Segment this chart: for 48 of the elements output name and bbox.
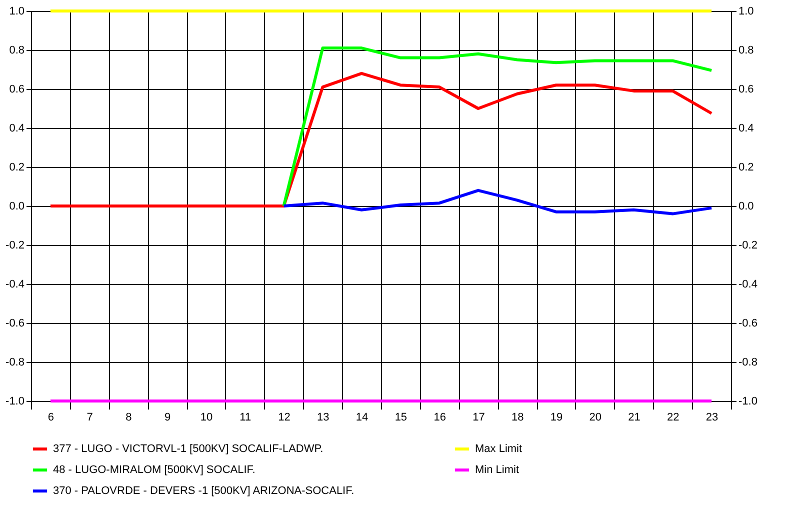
y-tick-label: 0.4	[9, 122, 24, 134]
x-tick-label: 18	[511, 412, 524, 424]
y-tick-label: -0.6	[6, 318, 24, 330]
x-tick-label: 17	[472, 412, 485, 424]
y-tick-label: 0.8	[9, 44, 24, 56]
legend-label: Max Limit	[475, 443, 522, 455]
y2-tick-label: 0.0	[738, 200, 754, 212]
x-tick-label: 8	[126, 412, 132, 424]
x-tick-label: 12	[278, 412, 290, 424]
x-tick-label: 6	[48, 412, 54, 424]
y-tick-label: 0.6	[9, 84, 24, 96]
x-tick-label: 15	[394, 412, 408, 424]
line-series	[282, 46, 714, 208]
y-tick-label: 0.0	[9, 200, 24, 212]
x-tick-label: 22	[667, 412, 680, 424]
legend-label: 48 - LUGO-MIRALOM [500KV] SOCALIF.	[53, 464, 256, 476]
x-tick-label: 7	[86, 412, 93, 424]
y2-tick-label: -0.4	[738, 278, 758, 290]
x-tick-label: 11	[240, 412, 252, 424]
y-tick-label: -0.4	[6, 278, 24, 290]
y2-tick-label: 0.8	[738, 44, 754, 56]
y2-tick-label: -1.0	[738, 396, 758, 408]
y-tick-label: -0.2	[6, 240, 24, 252]
y2-tick-label: 1.0	[738, 6, 754, 18]
y2-tick-label: -0.8	[738, 356, 758, 368]
x-tick-label: 9	[164, 412, 171, 424]
y2-tick-label: 0.6	[738, 84, 754, 96]
line-series	[282, 188, 714, 216]
x-tick-label: 21	[628, 412, 640, 424]
legend-label: 377 - LUGO - VICTORVL-1 [500KV] SOCALIF-LADWP.	[53, 443, 324, 455]
y2-tick-label: 0.2	[738, 162, 754, 174]
y-tick-label: -1.0	[6, 396, 24, 408]
y-tick-label: 1.0	[9, 6, 24, 18]
legend-label: Min Limit	[475, 464, 520, 476]
line-series	[48, 72, 714, 208]
x-tick-label: 20	[589, 412, 602, 424]
x-tick-label: 13	[317, 412, 330, 424]
x-tick-label: 16	[434, 412, 446, 424]
y2-tick-label: -0.2	[738, 240, 758, 252]
x-tick-label: 23	[706, 412, 718, 424]
x-tick-label: 14	[356, 412, 368, 424]
x-tick-label: 10	[200, 412, 213, 424]
y2-tick-label: -0.6	[738, 318, 758, 330]
y-tick-label: 0.2	[9, 162, 24, 174]
y2-tick-label: 0.4	[738, 122, 754, 134]
y-tick-label: -0.8	[6, 356, 24, 368]
x-tick-label: 19	[550, 412, 563, 424]
legend-label: 370 - PALOVRDE - DEVERS -1 [500KV] ARIZONA-SOCALIF.	[53, 485, 354, 497]
